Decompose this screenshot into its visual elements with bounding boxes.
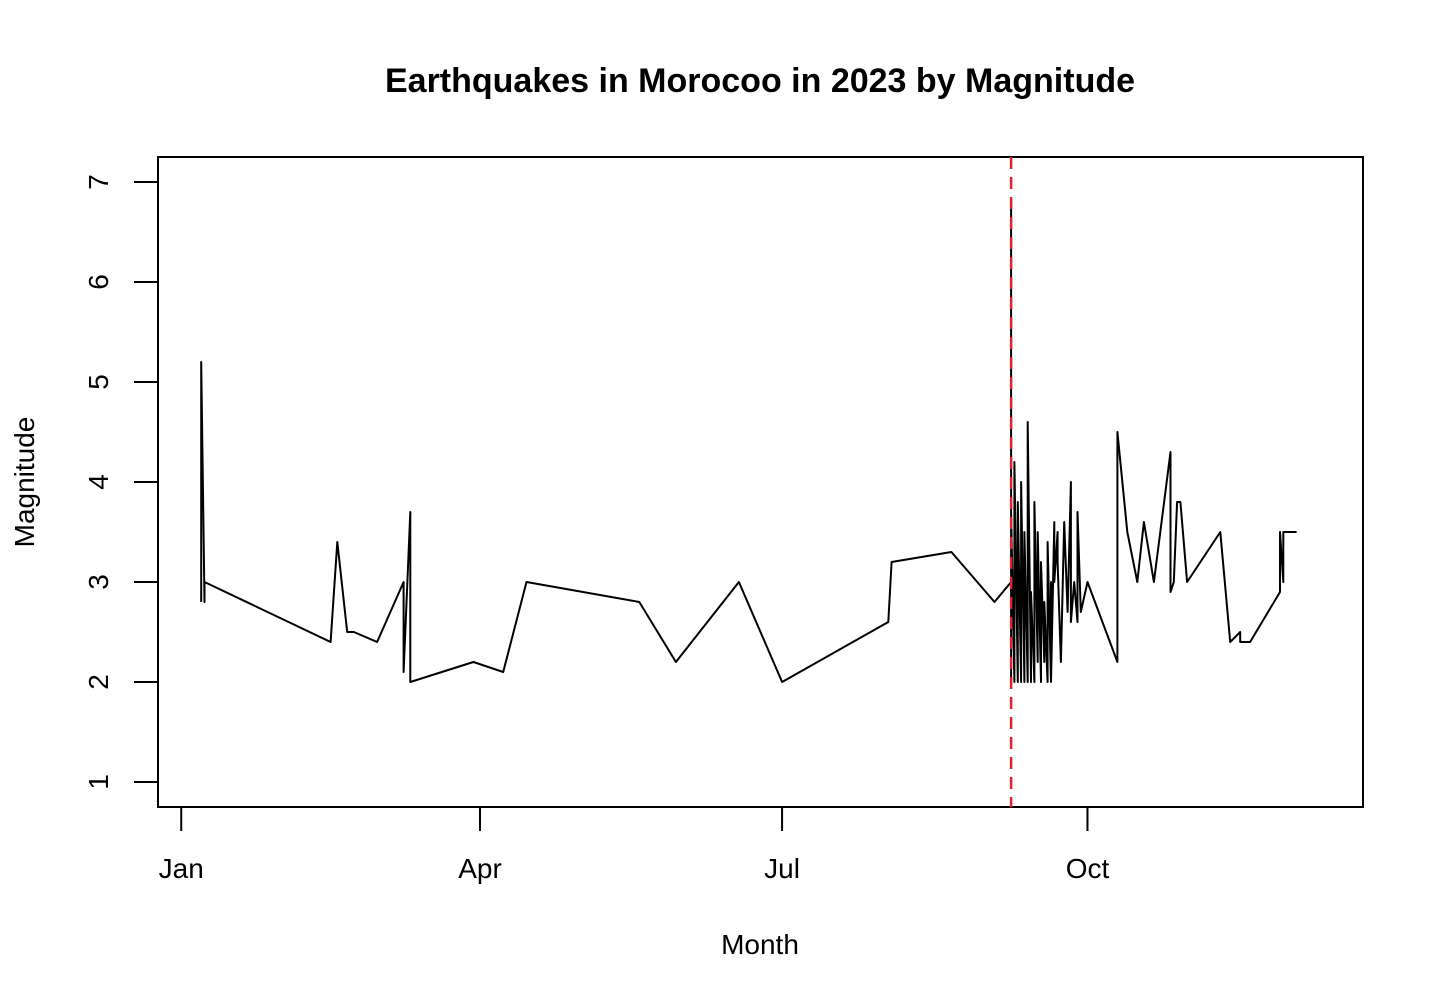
y-axis: 1 2 3 4 5 6 7 bbox=[83, 174, 159, 790]
chart-title: Earthquakes in Morocoo in 2023 by Magnit… bbox=[385, 62, 1135, 100]
x-axis: Jan Apr Jul Oct bbox=[159, 806, 1110, 884]
series-layer bbox=[200, 201, 1297, 683]
y-tick-label: 7 bbox=[83, 174, 114, 190]
y-tick-label: 4 bbox=[83, 474, 114, 490]
x-tick-label: Apr bbox=[458, 853, 502, 884]
x-tick-label: Jan bbox=[159, 853, 204, 884]
y-tick-label: 5 bbox=[83, 374, 114, 390]
x-axis-label: Month bbox=[721, 929, 799, 960]
y-tick-label: 6 bbox=[83, 274, 114, 290]
x-tick-label: Oct bbox=[1066, 853, 1110, 884]
plot-frame bbox=[157, 156, 1364, 808]
series-line bbox=[200, 201, 1297, 683]
x-tick-label: Jul bbox=[764, 853, 800, 884]
y-tick-label: 1 bbox=[83, 774, 114, 790]
y-tick-label: 3 bbox=[83, 574, 114, 590]
y-tick-label: 2 bbox=[83, 674, 114, 690]
y-axis-label: Magnitude bbox=[9, 417, 40, 548]
